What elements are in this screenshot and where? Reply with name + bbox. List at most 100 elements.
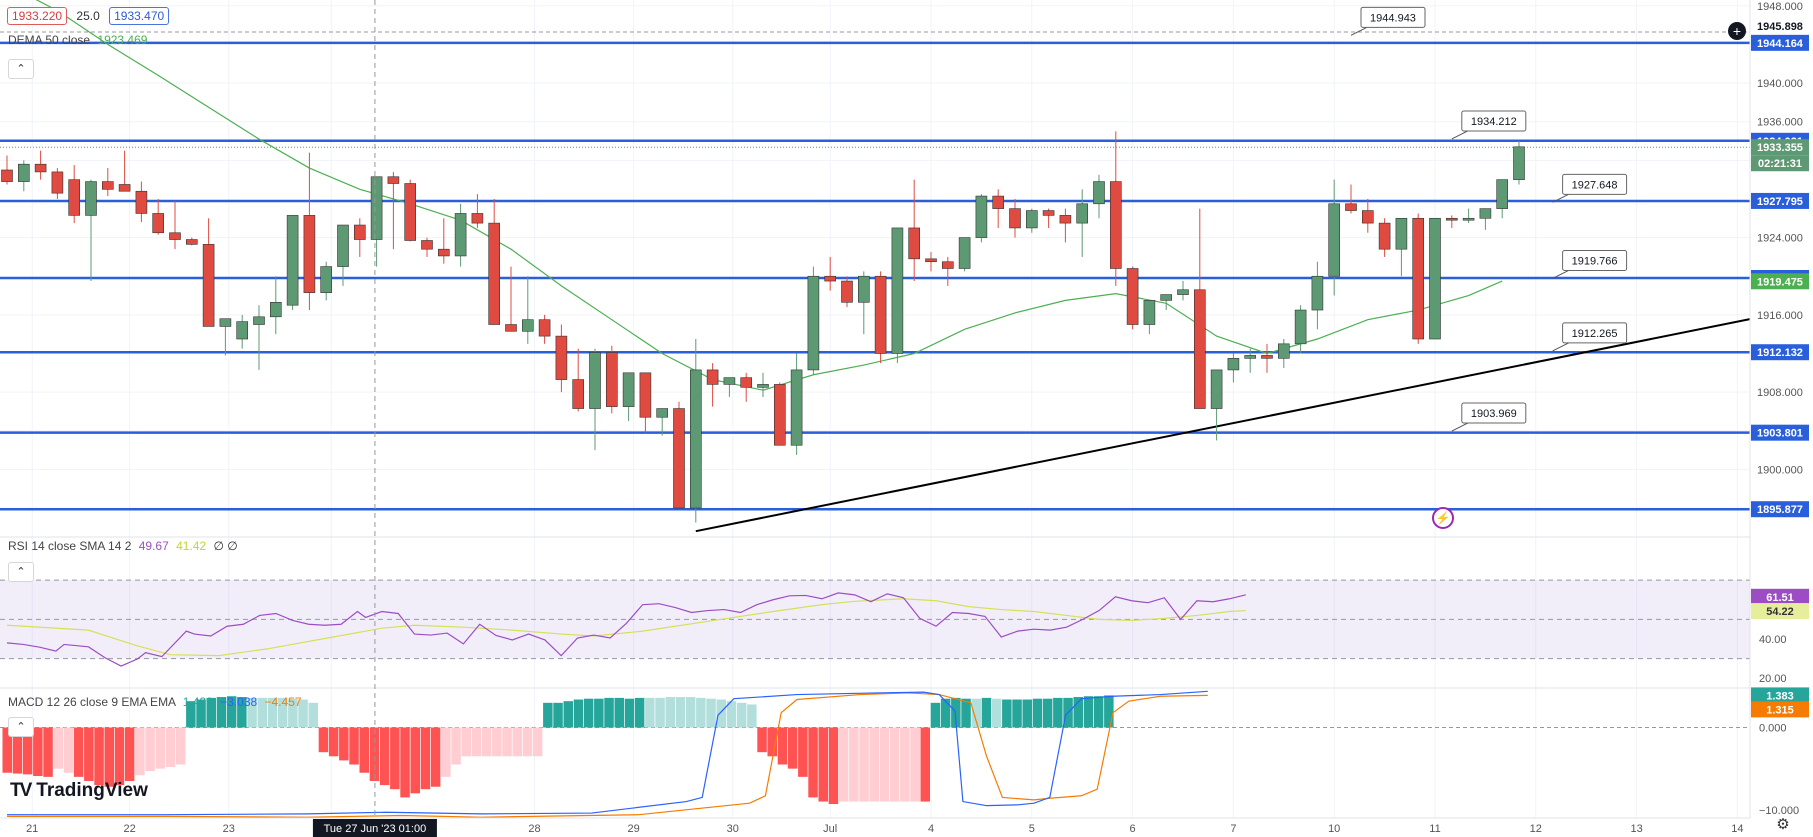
candle-body xyxy=(303,215,316,293)
chevron-up-icon: ⌃ xyxy=(16,63,26,75)
candle-body xyxy=(908,227,921,260)
add-alert-icon[interactable]: + xyxy=(1728,22,1746,40)
macd-hist-bar xyxy=(665,697,675,728)
rsi-value-badge-bg xyxy=(1751,588,1809,605)
callout-box xyxy=(1562,322,1628,344)
macd-hist-bar xyxy=(818,727,828,802)
callout-leader xyxy=(1552,270,1569,279)
rsi-band xyxy=(0,579,1750,660)
tradingview-watermark: TV TradingView xyxy=(10,780,148,802)
price-callouts: 1944.943 1934.212 1927.648 1919.766 1912.265… xyxy=(1350,6,1628,432)
time-tick-label: 5 xyxy=(1029,823,1035,835)
collapse-rsi-legend-button[interactable]: ⌃ xyxy=(8,562,34,582)
crosshair-time-badge-bg xyxy=(312,819,437,837)
candle-body xyxy=(824,275,837,282)
macd-hist-bar xyxy=(379,727,390,786)
macd-hist-bar xyxy=(910,727,920,802)
candle-body xyxy=(102,181,114,190)
macd-hist-bar xyxy=(655,697,665,728)
price-axis[interactable]: 1948.0001940.0001936.0001932.0001924.000… xyxy=(1749,0,1813,837)
time-tick-label: 23 xyxy=(223,823,235,835)
macd-legend: MACD 12 26 close 9 EMA EMA 1.420 −3.038 … xyxy=(8,694,302,710)
ask-price[interactable]: 1933.470 xyxy=(109,7,170,25)
candle-body xyxy=(286,215,299,306)
candle-body xyxy=(1126,268,1139,325)
macd-hist-bar xyxy=(43,727,53,777)
callout-leader xyxy=(1451,422,1469,432)
rsi-sma-line xyxy=(6,598,1246,657)
macd-hist-bar xyxy=(339,727,349,761)
settings-gear-icon[interactable]: ⚙ xyxy=(1776,816,1790,833)
candle-body xyxy=(891,227,904,354)
lightning-icon[interactable]: ⚡ xyxy=(1432,507,1454,529)
macd-hist-bar xyxy=(777,727,788,765)
trendline-segment xyxy=(695,313,1772,533)
callout-leader xyxy=(1350,26,1368,36)
macd-line xyxy=(7,690,1208,816)
macd-hist-bar xyxy=(828,727,839,805)
time-tick-label: 7 xyxy=(1230,823,1236,835)
trendline[interactable] xyxy=(695,313,1772,533)
macd-hist-bar xyxy=(420,727,431,790)
macd-hist-bar xyxy=(594,698,604,728)
price-tick-label: 1936.000 xyxy=(1757,117,1803,129)
watermark-text: TradingView xyxy=(36,780,148,801)
macd-hist-bar xyxy=(430,727,441,787)
macd-hist-bar xyxy=(481,727,492,757)
rsi-legend-label: RSI 14 close SMA 14 2 xyxy=(8,539,132,553)
level-price-badge: 1927.795 xyxy=(1757,196,1803,208)
macd-hist-bar xyxy=(869,727,879,802)
candle-body xyxy=(34,163,47,173)
macd-hist-bar xyxy=(971,698,981,728)
time-tick-label: 29 xyxy=(628,823,640,835)
candle-body xyxy=(1042,210,1055,216)
macd-hist-bar xyxy=(390,727,400,790)
macd-hist-bar xyxy=(532,727,543,757)
candle-body xyxy=(521,319,534,332)
macd-tick-label: −10.000 xyxy=(1759,805,1799,817)
rsi-tick-label: 40.00 xyxy=(1759,634,1787,646)
callout-label: 1919.766 xyxy=(1572,255,1618,267)
candle-body xyxy=(639,372,652,418)
level-price-badge-bg xyxy=(1751,501,1809,518)
candle-body xyxy=(673,408,685,509)
candle-body xyxy=(1093,181,1105,205)
macd-hist-bar xyxy=(624,698,635,728)
collapse-macd-legend-button[interactable]: ⌃ xyxy=(8,717,34,737)
macd-hist-bar xyxy=(175,727,186,765)
candle-body xyxy=(253,316,265,325)
macd-hist-bar xyxy=(553,702,563,728)
axis-badge: 02:21:31 xyxy=(1758,158,1802,170)
time-tick-label: 28 xyxy=(528,823,540,835)
axis-badge: 1945.898 xyxy=(1757,21,1803,33)
time-tick-label: 12 xyxy=(1530,823,1542,835)
price-tick-label: 1940.000 xyxy=(1757,78,1803,90)
level-price-badge-bg xyxy=(1751,34,1809,51)
rsi-series xyxy=(6,592,1246,667)
candle-body xyxy=(1362,210,1374,224)
macd-hist-bar xyxy=(369,727,380,781)
callout-label: 1934.212 xyxy=(1471,116,1517,128)
macd-hist-bar xyxy=(22,727,33,775)
bid-price[interactable]: 1933.220 xyxy=(7,7,68,25)
signal-value-badge: 1.315 xyxy=(1766,704,1794,716)
dema-series xyxy=(35,0,1503,391)
candle-body xyxy=(874,275,887,354)
candle-body xyxy=(1479,208,1492,219)
macd-hist-bar xyxy=(2,727,12,773)
macd-hist-bar xyxy=(726,701,737,728)
time-axis[interactable]: 21222326282930Jul45671011121314Tue 27 Ju… xyxy=(0,817,1750,837)
candle-body xyxy=(118,184,131,192)
candle-body xyxy=(1009,208,1021,229)
candle-body xyxy=(353,224,366,240)
macd-hist-bar xyxy=(849,727,859,802)
macd-hist-bar xyxy=(328,727,339,757)
collapse-main-legend-button[interactable]: ⌃ xyxy=(8,59,34,79)
macd-hist-bar xyxy=(308,702,318,728)
candle-body xyxy=(488,222,501,325)
macd-signal-line xyxy=(7,692,1208,818)
rsi-line xyxy=(6,592,1246,667)
macd-hist-bar xyxy=(512,727,522,757)
candle-body xyxy=(790,369,803,446)
